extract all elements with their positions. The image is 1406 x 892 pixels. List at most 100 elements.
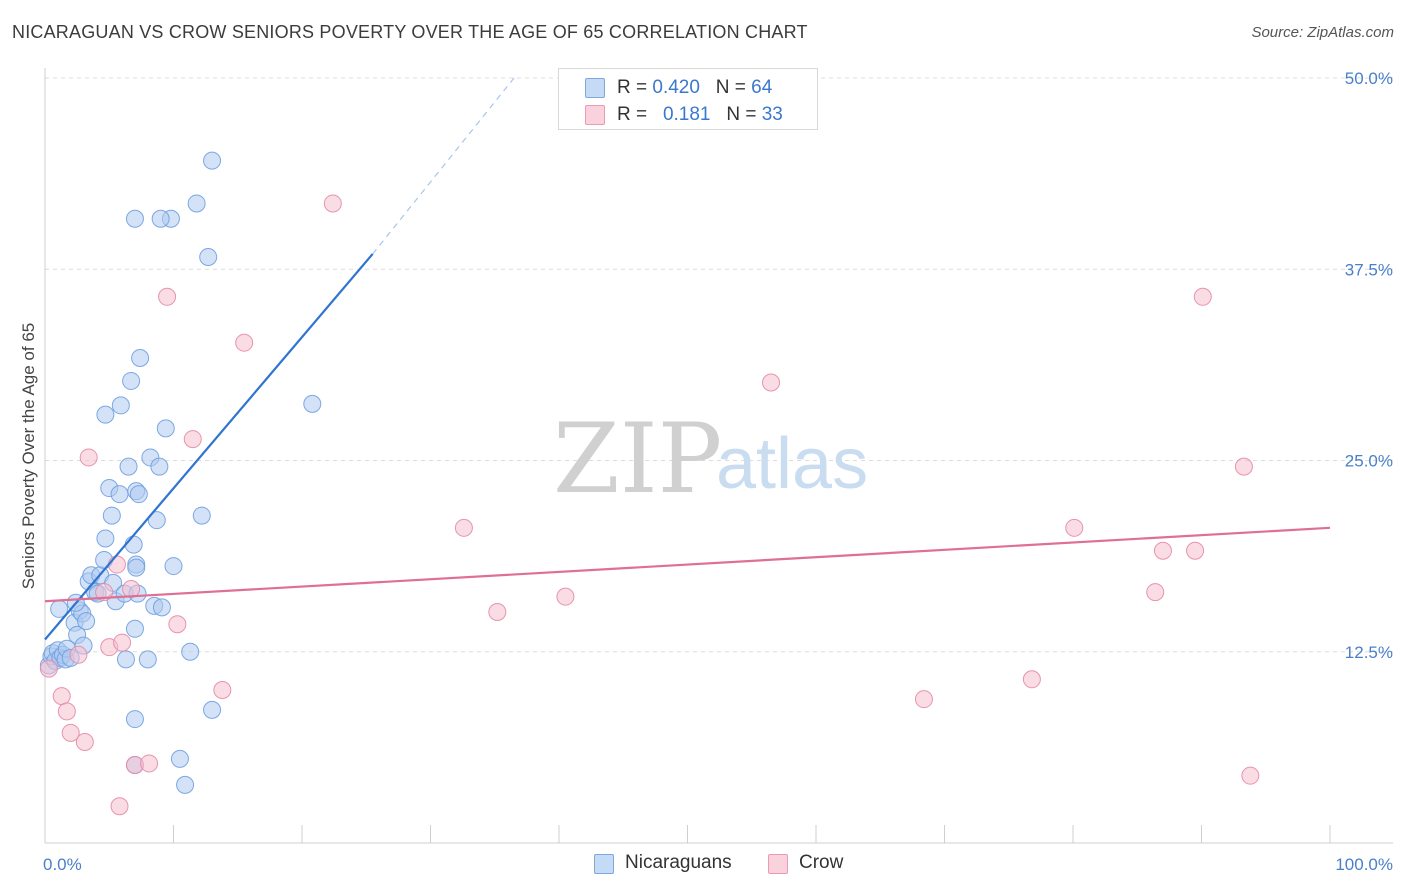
nicaraguans-point [125, 710, 144, 729]
crow-point [1234, 457, 1253, 476]
series-nicaraguans-points [39, 151, 322, 794]
nicaraguans-point [125, 619, 144, 638]
crow-point [454, 518, 473, 537]
crow-point [168, 615, 187, 634]
crow-trend-line [44, 526, 1331, 603]
watermark-zip: ZIP [553, 403, 722, 515]
series-legend-label: Nicaraguans [625, 852, 732, 873]
legend-swatch-crow [585, 105, 605, 125]
nicaraguans-point [176, 775, 195, 794]
series-legend-label: Crow [799, 852, 844, 873]
crow-point [914, 690, 933, 709]
nicaraguans-point [125, 209, 144, 228]
nicaraguans-point [119, 457, 138, 476]
nicaraguans-point [138, 650, 157, 669]
nicaraguans-point [96, 529, 115, 548]
legend-n-label: N = [715, 77, 746, 98]
watermark-atlas: atlas [716, 424, 868, 504]
crow-point [1193, 287, 1212, 306]
crow-point [122, 580, 141, 599]
crow-point [323, 194, 342, 213]
crow-point [762, 373, 781, 392]
x-tick-labels: 0.0% 100.0% [43, 855, 1393, 874]
grid-lines [45, 77, 1393, 653]
crow-point [75, 733, 94, 752]
crow-point [95, 583, 114, 602]
correlation-legend: R = 0.420 N = 64 R = 0.181 N = 33 [558, 68, 818, 130]
crow-point [1153, 541, 1172, 560]
crow-point [140, 754, 159, 773]
crow-point [110, 797, 129, 816]
crow-point [39, 659, 58, 678]
nicaraguans-point [116, 650, 135, 669]
crow-point [183, 430, 202, 449]
nicaraguans-point [170, 749, 189, 768]
legend-r-value: 0.181 [662, 104, 711, 125]
trend-lines [44, 77, 1331, 641]
y-tick-label: 37.5% [1345, 260, 1393, 279]
crow-point [556, 587, 575, 606]
nicaraguans-point [147, 511, 166, 530]
crow-point [1022, 670, 1041, 689]
nicaraguans-point [156, 419, 175, 438]
crow-point [1065, 518, 1084, 537]
source-credit: Source: ZipAtlas.com [1251, 24, 1394, 41]
crow-point [213, 681, 232, 699]
series-legend-swatch-crow [768, 854, 788, 874]
nicaraguans-trend-line [44, 253, 374, 641]
crow-point [79, 448, 98, 467]
nicaraguans-point [96, 405, 115, 424]
nicaraguans-point [77, 612, 96, 631]
legend-swatch-nicaraguans [585, 78, 605, 98]
nicaraguans-point [164, 557, 183, 576]
crow-point [69, 645, 88, 664]
nicaraguans-point [203, 700, 222, 719]
x-tick-label: 100.0% [1335, 855, 1393, 874]
nicaraguans-point [203, 151, 222, 170]
y-axis-label: Seniors Poverty Over the Age of 65 [19, 323, 38, 589]
y-tick-label: 50.0% [1345, 69, 1393, 88]
nicaraguans-point [127, 558, 146, 577]
nicaraguans-point [150, 457, 169, 476]
nicaraguans-point [131, 348, 150, 367]
nicaraguans-point [199, 248, 218, 267]
nicaraguans-point [110, 485, 129, 504]
nicaraguans-point [124, 535, 143, 554]
watermark: ZIP atlas [553, 403, 868, 515]
crow-point [61, 723, 80, 742]
nicaraguans-point [151, 209, 170, 228]
crow-point [1146, 583, 1165, 602]
nicaraguans-point [152, 598, 171, 617]
chart-title: NICARAGUAN VS CROW SENIORS POVERTY OVER … [12, 22, 808, 42]
legend-r-label: R = [617, 104, 648, 125]
legend-r-value: 0.420 [652, 77, 700, 98]
nicaraguans-point [187, 194, 206, 213]
crow-point [158, 287, 177, 306]
nicaraguans-point [111, 396, 130, 415]
crow-point [235, 333, 254, 352]
legend-n-label: N = [726, 104, 757, 125]
crow-point [113, 633, 132, 652]
crow-point [488, 602, 507, 621]
crow-point [1241, 766, 1260, 785]
crow-point [57, 702, 76, 721]
series-crow-points [39, 194, 1260, 816]
nicaraguans-point [192, 506, 211, 525]
crow-point [107, 555, 126, 574]
y-tick-label: 12.5% [1345, 643, 1393, 662]
x-tick-label: 0.0% [43, 855, 82, 874]
axes [44, 68, 1393, 844]
nicaraguans-point [129, 485, 148, 504]
y-tick-labels: 12.5% 25.0% 37.5% 50.0% [1345, 69, 1393, 662]
y-tick-label: 25.0% [1345, 452, 1393, 471]
series-legend-swatch-nicaraguans [594, 854, 614, 874]
nicaraguans-point [181, 642, 200, 661]
crow-point [1186, 541, 1205, 560]
nicaraguans-trend-extension [372, 77, 515, 255]
crow-point [52, 687, 71, 706]
legend-n-value: 33 [761, 104, 783, 125]
legend-r-label: R = [617, 77, 648, 98]
nicaraguans-point [122, 371, 141, 390]
nicaraguans-point [102, 506, 121, 525]
